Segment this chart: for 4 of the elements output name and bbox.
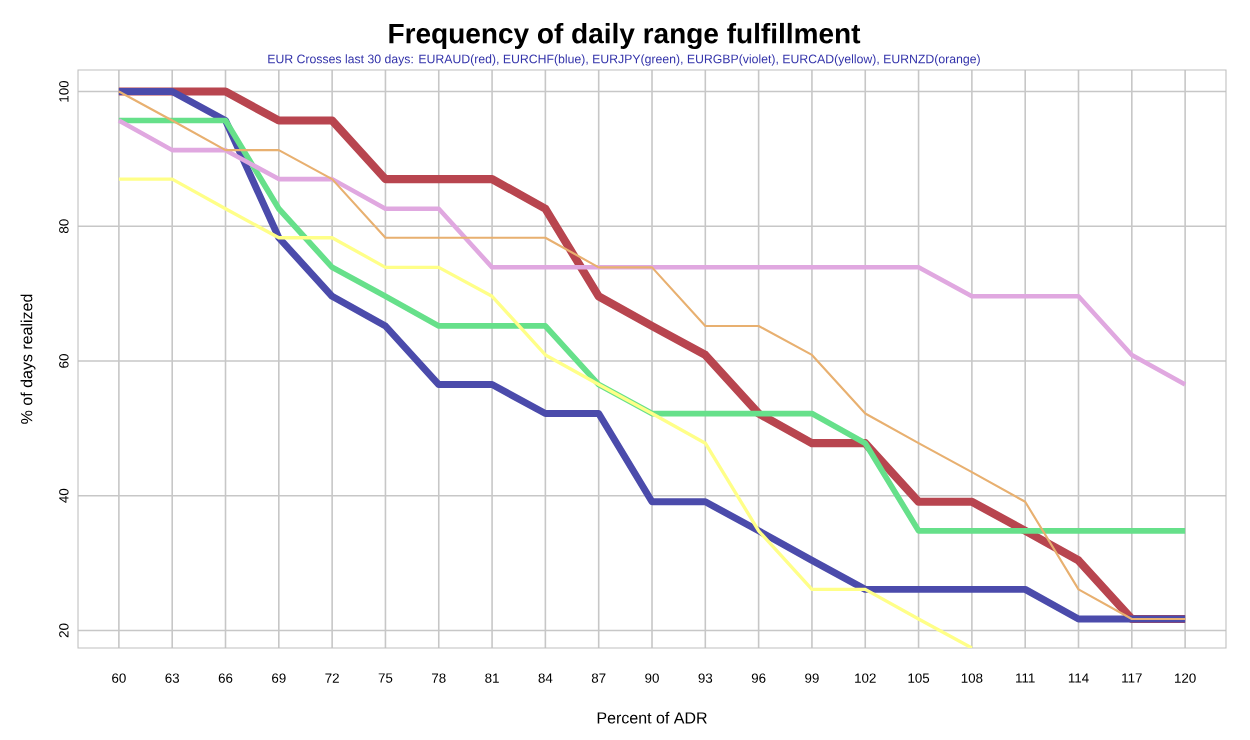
x-axis-title: Percent of ADR xyxy=(597,711,707,724)
line-series xyxy=(117,177,974,648)
chart-title: Frequency of daily range fulfillment xyxy=(389,22,861,50)
y-axis-title: % of days realized xyxy=(20,294,36,424)
